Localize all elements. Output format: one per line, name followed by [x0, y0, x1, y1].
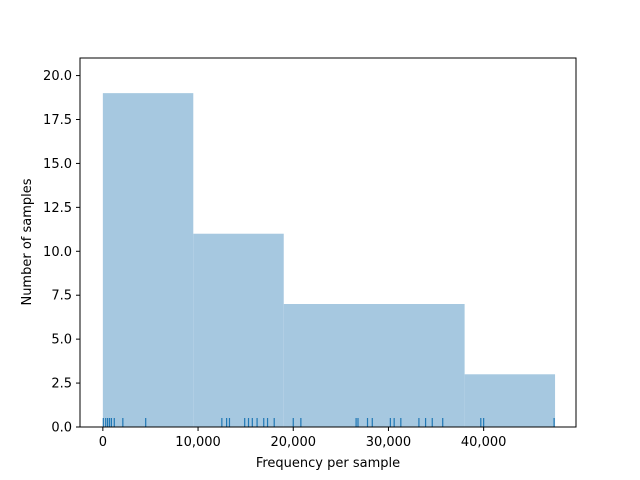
y-tick-label-1: 2.5 [51, 377, 72, 392]
y-tick-label-3: 7.5 [51, 289, 72, 304]
y-axis-label: Number of samples [20, 178, 35, 305]
x-tick-label-3: 30,000 [366, 435, 412, 450]
histogram-bar-2 [283, 304, 465, 427]
x-tick-label-2: 20,000 [271, 435, 317, 450]
y-tick-label-4: 10.0 [43, 245, 72, 260]
y-tick-label-7: 17.5 [43, 113, 72, 128]
histogram-bar-3 [464, 374, 556, 427]
y-tick-label-2: 5.0 [51, 333, 72, 348]
x-axis-label: Frequency per sample [256, 456, 400, 471]
bars-group [102, 93, 556, 428]
rug-group [102, 418, 555, 427]
plot-frame [79, 57, 577, 428]
x-axis-ticks: 0 10,000 20,000 30,000 40,000 [99, 427, 507, 450]
y-axis-ticks: 0.0 2.5 5.0 7.5 10.0 12.5 15.0 17.5 20.0 [43, 69, 80, 436]
x-tick-label-0: 0 [99, 435, 107, 450]
y-tick-label-5: 12.5 [43, 201, 72, 216]
y-tick-label-0: 0.0 [51, 421, 72, 436]
y-tick-label-8: 20.0 [43, 69, 72, 84]
x-tick-label-4: 40,000 [461, 435, 507, 450]
y-tick-label-6: 15.0 [43, 157, 72, 172]
histogram-bar-1 [193, 233, 284, 427]
histogram-bar-0 [102, 93, 194, 428]
x-tick-label-1: 10,000 [175, 435, 221, 450]
